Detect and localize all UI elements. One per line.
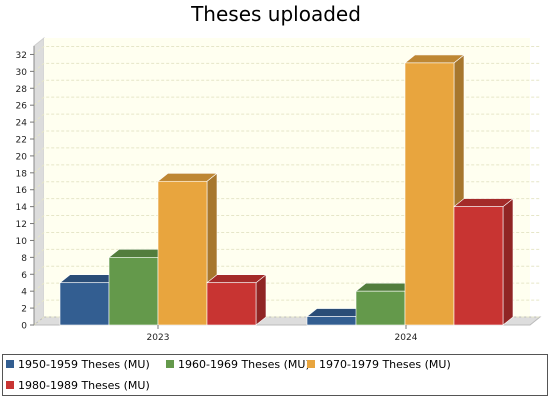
bar [206, 274, 267, 326]
legend-swatch [307, 360, 315, 368]
y-tick-label: 24 [16, 119, 28, 129]
bar-front [59, 282, 110, 326]
y-tick-label: 32 [16, 51, 27, 61]
y-tick-label: 4 [21, 288, 27, 298]
gridline [33, 248, 540, 258]
bar-front [355, 290, 406, 326]
gridline [33, 164, 540, 174]
gridlines [33, 45, 540, 326]
bar-front [157, 180, 208, 326]
legend: 1950-1959 Theses (MU) 1960-1969 Theses (M… [2, 354, 548, 396]
legend-swatch [6, 360, 14, 368]
x-tick-label: 2023 [147, 333, 170, 343]
bar [453, 198, 514, 326]
gridline [33, 130, 540, 140]
gridline [33, 79, 540, 89]
bar [157, 172, 218, 326]
gridline [33, 215, 540, 224]
gridline [33, 265, 540, 275]
y-tick-label: 12 [16, 220, 27, 230]
gridline [33, 96, 540, 106]
chart-title: Theses uploaded [191, 2, 361, 26]
bar-front [453, 206, 504, 326]
gridline [33, 316, 540, 326]
y-tick-label: 0 [21, 322, 27, 332]
legend-label: 1980-1989 Theses (MU) [18, 379, 150, 392]
bar-front [404, 62, 455, 326]
bar-front [206, 282, 257, 326]
bar-side [502, 198, 514, 326]
legend-item: 1950-1959 Theses (MU) [6, 358, 150, 372]
y-tick-label: 8 [21, 254, 27, 264]
y-tick-label: 2 [21, 305, 27, 315]
legend-label: 1970-1979 Theses (MU) [319, 358, 451, 371]
bar-top [453, 198, 514, 207]
gridline [33, 147, 540, 157]
legend-item: 1980-1989 Theses (MU) [6, 379, 150, 393]
y-tick-label: 20 [16, 152, 28, 162]
y-tick-label: 6 [21, 271, 27, 281]
gridline [33, 113, 540, 123]
gridline [33, 62, 540, 72]
gridline [33, 282, 540, 292]
legend-item: 1970-1979 Theses (MU) [307, 358, 451, 372]
x-axis-labels: 2023 2024 [147, 325, 418, 343]
gridline [33, 45, 540, 55]
y-tick-label: 18 [16, 169, 28, 179]
legend-swatch [166, 360, 174, 368]
gridline [33, 299, 540, 309]
y-tick-label: 30 [16, 68, 28, 78]
y-tick-label: 22 [16, 136, 27, 146]
bar-side [255, 274, 267, 326]
legend-label: 1950-1959 Theses (MU) [18, 358, 150, 371]
bar-top [404, 54, 465, 64]
bar-front [108, 257, 159, 326]
y-tick-label: 10 [16, 237, 28, 247]
y-tick-label: 14 [16, 203, 28, 213]
legend-item: 1960-1969 Theses (MU) [166, 358, 310, 372]
bar-front [306, 316, 357, 326]
gridline [33, 181, 540, 191]
bar-top [157, 172, 218, 182]
bar-top [206, 274, 267, 284]
legend-label: 1960-1969 Theses (MU) [178, 358, 310, 371]
gridline [33, 231, 540, 241]
x-tick-label: 2024 [395, 333, 418, 343]
gridline [33, 198, 540, 208]
bars [59, 54, 514, 326]
legend-swatch [6, 381, 14, 389]
y-tick-label: 28 [16, 85, 28, 95]
y-tick-label: 26 [16, 102, 28, 112]
y-tick-label: 16 [16, 186, 28, 196]
